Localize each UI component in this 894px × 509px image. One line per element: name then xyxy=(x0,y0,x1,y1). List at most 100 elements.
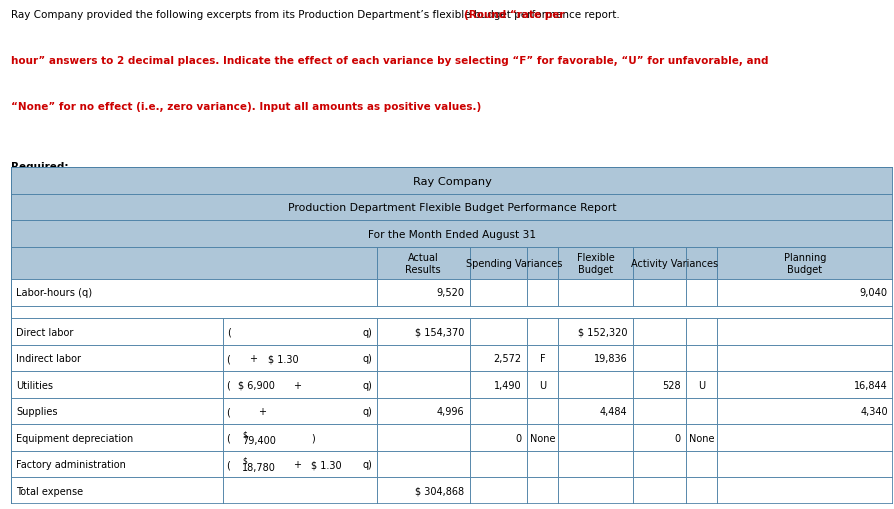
Text: (: ( xyxy=(226,406,230,416)
Text: +: + xyxy=(249,354,257,363)
Text: Equipment depreciation: Equipment depreciation xyxy=(16,433,133,443)
Bar xyxy=(685,319,716,345)
Bar xyxy=(469,247,527,279)
Text: $: $ xyxy=(241,430,247,438)
Bar xyxy=(685,425,716,451)
Text: +: + xyxy=(257,406,266,416)
Bar xyxy=(469,319,527,345)
Text: U: U xyxy=(697,380,704,390)
Bar xyxy=(223,425,376,451)
Bar xyxy=(632,345,685,372)
Bar xyxy=(11,425,223,451)
Text: For the Month Ended August 31: For the Month Ended August 31 xyxy=(367,229,536,239)
Bar xyxy=(527,372,557,398)
Bar xyxy=(527,279,557,306)
Bar xyxy=(469,372,527,398)
Text: Indirect labor: Indirect labor xyxy=(16,354,81,363)
Bar xyxy=(716,247,892,279)
Text: $: $ xyxy=(241,456,247,465)
Text: Supplies: Supplies xyxy=(16,406,57,416)
Text: 2,572: 2,572 xyxy=(493,354,521,363)
Bar xyxy=(557,425,632,451)
Text: 4,484: 4,484 xyxy=(599,406,627,416)
Bar xyxy=(469,425,527,451)
Text: (: ( xyxy=(226,380,230,390)
Bar xyxy=(11,306,892,319)
Text: Flexible
Budget: Flexible Budget xyxy=(576,252,613,274)
Bar xyxy=(557,345,632,372)
Text: Activity Variances: Activity Variances xyxy=(630,259,718,268)
Text: F: F xyxy=(539,354,544,363)
Text: None: None xyxy=(529,433,554,443)
Bar xyxy=(469,345,527,372)
Text: 4,340: 4,340 xyxy=(859,406,887,416)
Text: q): q) xyxy=(362,380,372,390)
Bar xyxy=(632,477,685,504)
Text: 4,996: 4,996 xyxy=(436,406,464,416)
Bar xyxy=(11,279,376,306)
Bar xyxy=(376,247,469,279)
Bar xyxy=(716,398,892,425)
Text: $ 6,900: $ 6,900 xyxy=(238,380,275,390)
Text: 9,520: 9,520 xyxy=(435,288,464,298)
Bar xyxy=(11,345,223,372)
Text: Planning
Budget: Planning Budget xyxy=(783,252,825,274)
Text: q): q) xyxy=(362,406,372,416)
Bar xyxy=(469,279,527,306)
Text: Required:: Required: xyxy=(11,161,68,172)
Bar xyxy=(685,398,716,425)
Bar xyxy=(376,319,469,345)
Bar xyxy=(557,279,632,306)
Text: Utilities: Utilities xyxy=(16,380,53,390)
Bar xyxy=(557,398,632,425)
Bar xyxy=(632,451,685,477)
Text: 0: 0 xyxy=(674,433,679,443)
Bar xyxy=(685,279,716,306)
Text: Complete the Production Department’s Flexible Budget Performance Report.: Complete the Production Department’s Fle… xyxy=(11,198,410,208)
Bar xyxy=(11,247,376,279)
Bar xyxy=(557,372,632,398)
Bar xyxy=(557,247,632,279)
Text: Total expense: Total expense xyxy=(16,486,83,496)
Bar xyxy=(469,477,527,504)
Text: q): q) xyxy=(362,327,372,337)
Text: (: ( xyxy=(226,354,230,363)
Text: U: U xyxy=(538,380,545,390)
Bar xyxy=(376,345,469,372)
Bar xyxy=(557,477,632,504)
Bar xyxy=(685,345,716,372)
Bar xyxy=(223,477,376,504)
Bar xyxy=(11,221,892,247)
Text: 79,400: 79,400 xyxy=(241,436,275,445)
Text: hour” answers to 2 decimal places. Indicate the effect of each variance by selec: hour” answers to 2 decimal places. Indic… xyxy=(11,56,767,66)
Bar xyxy=(11,398,223,425)
Text: q): q) xyxy=(362,459,372,469)
Bar xyxy=(685,451,716,477)
Bar xyxy=(11,194,892,221)
Bar xyxy=(376,372,469,398)
Text: $ 304,868: $ 304,868 xyxy=(415,486,464,496)
Text: 1,490: 1,490 xyxy=(493,380,521,390)
Text: Ray Company: Ray Company xyxy=(412,176,491,186)
Bar xyxy=(469,451,527,477)
Bar xyxy=(11,372,223,398)
Bar xyxy=(223,398,376,425)
Text: 0: 0 xyxy=(515,433,521,443)
Bar xyxy=(376,279,469,306)
Bar xyxy=(11,168,892,194)
Text: Spending Variances: Spending Variances xyxy=(465,259,561,268)
Bar xyxy=(685,477,716,504)
Bar xyxy=(527,247,557,279)
Text: 16,844: 16,844 xyxy=(853,380,887,390)
Bar xyxy=(716,319,892,345)
Text: 19,836: 19,836 xyxy=(594,354,627,363)
Bar xyxy=(376,477,469,504)
Text: Factory administration: Factory administration xyxy=(16,459,126,469)
Text: Production Department Flexible Budget Performance Report: Production Department Flexible Budget Pe… xyxy=(287,203,616,213)
Bar xyxy=(11,477,223,504)
Bar xyxy=(716,372,892,398)
Text: 9,040: 9,040 xyxy=(859,288,887,298)
Bar xyxy=(632,319,685,345)
Text: None: None xyxy=(687,433,713,443)
Text: Actual
Results: Actual Results xyxy=(405,252,441,274)
